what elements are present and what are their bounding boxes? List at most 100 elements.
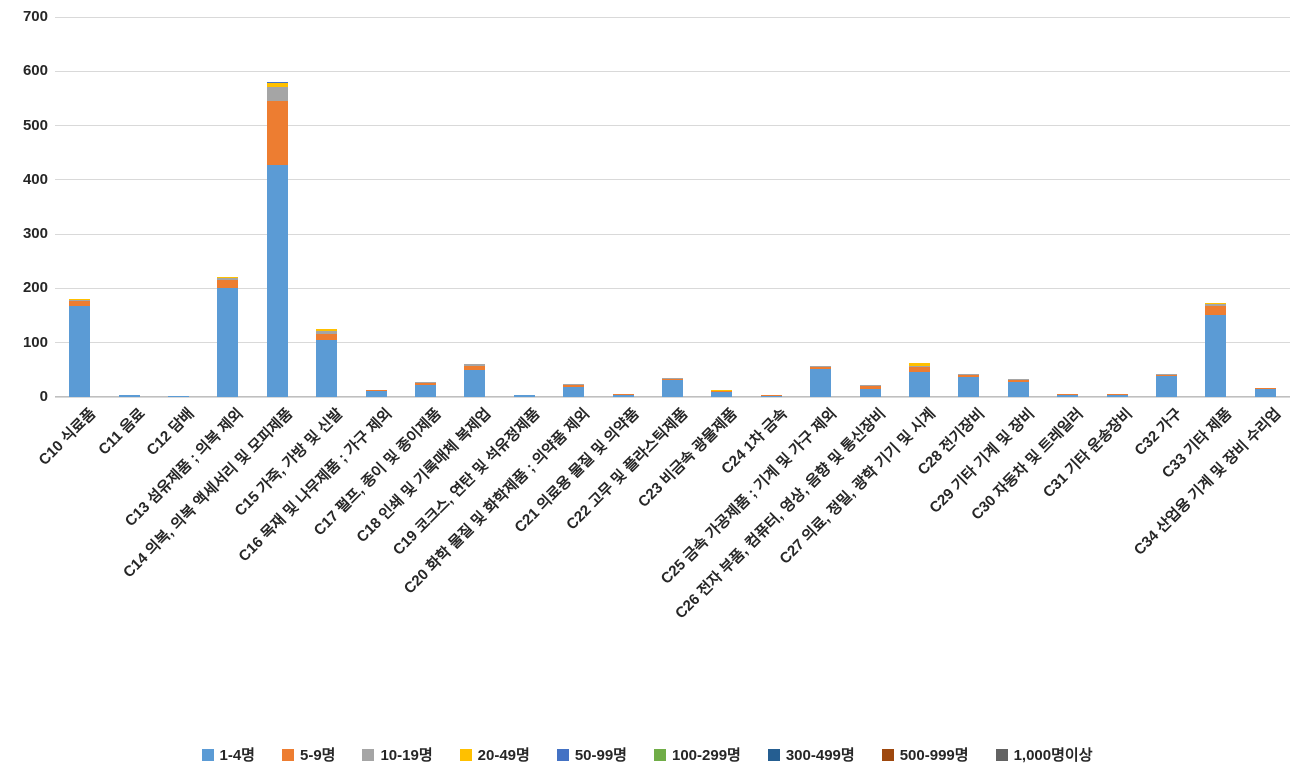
legend-item: 1,000명이상 (995, 744, 1093, 765)
bar-segment-5-9명 (612, 393, 634, 395)
bar-segment-10-19명 (662, 377, 683, 379)
bar-segment-1-4명 (563, 386, 585, 397)
gridline (55, 287, 1290, 289)
bar-segment-5-9명 (365, 389, 387, 391)
bar-segment-1-4명 (711, 392, 733, 397)
gridline (55, 179, 1290, 181)
legend-label: 500-999명 (899, 747, 969, 764)
legend-label: 50-99명 (574, 747, 627, 764)
bar-segment-10-19명 (316, 331, 338, 334)
y-axis-tick-label: 100 (22, 333, 48, 351)
bar-segment-1-4명 (266, 164, 288, 397)
legend-swatch-icon (201, 748, 214, 761)
bar-segment-1-4명 (118, 395, 140, 397)
legend-swatch-icon (653, 748, 666, 761)
gridline (55, 342, 1290, 344)
bar-segment-1-4명 (1106, 394, 1128, 397)
legend-item: 300-499명 (767, 744, 855, 765)
x-axis-tick-label: C10 식료품 (35, 405, 99, 469)
legend-swatch-icon (767, 748, 780, 761)
bar-segment-1-4명 (662, 380, 683, 397)
bar-segment-5-9명 (563, 384, 585, 387)
legend-swatch-icon (881, 748, 894, 761)
y-axis-tick-label: 500 (22, 116, 48, 134)
bar-segment-5-9명 (711, 391, 733, 393)
bar-segment-10-19명 (1156, 374, 1177, 376)
legend-swatch-icon (556, 748, 569, 761)
legend-swatch-icon (281, 748, 294, 761)
bar-segment-5-9명 (1057, 393, 1079, 395)
bar-segment-50-99명 (266, 81, 288, 83)
gridline (55, 233, 1290, 235)
y-axis-tick-label: 300 (22, 225, 48, 243)
bar-segment-5-9명 (415, 382, 436, 386)
legend-label: 10-19명 (380, 747, 433, 764)
bar-segment-1-4명 (168, 396, 189, 397)
bar-segment-10-19명 (69, 300, 91, 302)
legend-item: 1-4명 (201, 744, 255, 765)
x-axis-tick-label: C31 기타 운송장비 (1040, 405, 1137, 502)
bar-segment-5-9명 (69, 301, 91, 306)
bar-segment-1-4명 (760, 395, 782, 397)
bar-segment-20-49명 (266, 82, 288, 88)
legend: 1-4명 5-9명 10-19명 20-49명 50-99명 100-299명 300-49… (0, 744, 1294, 765)
bar-segment-10-19명 (1205, 303, 1227, 307)
bar-segment-10-19명 (217, 278, 239, 281)
bar-segment-1-4명 (909, 371, 930, 397)
gridline (55, 16, 1290, 18)
legend-item: 20-49명 (459, 744, 530, 765)
bar-segment-5-9명 (1156, 375, 1177, 377)
bar-segment-10-19명 (464, 363, 486, 366)
bar-segment-1-4명 (612, 394, 634, 397)
bar-segment-5-9명 (909, 367, 930, 372)
bar-segment-1-4명 (365, 390, 387, 397)
legend-label: 5-9명 (299, 747, 336, 764)
bar-segment-10-19명 (909, 365, 930, 368)
bar-segment-1-4명 (464, 369, 486, 397)
legend-label: 300-499명 (785, 747, 855, 764)
bar-segment-1-4명 (513, 395, 535, 397)
bar-segment-1-4명 (958, 376, 980, 397)
legend-swatch-icon (995, 748, 1008, 761)
bar-segment-5-9명 (958, 374, 980, 377)
y-axis-tick-label: 400 (22, 170, 48, 188)
bar-segment-1-4명 (1156, 376, 1177, 397)
bar-segment-1-4명 (1057, 394, 1079, 397)
bar-segment-20-49명 (217, 277, 239, 279)
y-axis-tick-label: 0 (39, 388, 48, 405)
bar-segment-5-9명 (760, 394, 782, 396)
plot-area (55, 16, 1290, 398)
x-axis-tick-label: C11 음료 (94, 405, 149, 459)
bar-segment-10-19명 (958, 373, 980, 375)
bar-segment-5-9명 (1106, 393, 1128, 395)
gridline (55, 396, 1290, 398)
bar-segment-1-4명 (810, 369, 832, 397)
bar-segment-10-19명 (1007, 379, 1029, 381)
bar-segment-20-49명 (909, 363, 930, 366)
bar-segment-20-49명 (1205, 302, 1227, 304)
bar-segment-5-9명 (316, 333, 338, 340)
legend-label: 1-4명 (219, 747, 255, 764)
bar-segment-1-4명 (859, 388, 881, 397)
legend-swatch-icon (459, 748, 472, 761)
bar-segment-10-19명 (859, 385, 881, 387)
bar-segment-5-9명 (662, 378, 683, 381)
bar-segment-1-4명 (415, 385, 436, 397)
bar-segment-20-49명 (711, 390, 733, 392)
legend-item: 50-99명 (556, 744, 627, 765)
bar-segment-5-9명 (810, 366, 832, 370)
legend-item: 500-999명 (881, 744, 969, 765)
y-axis-tick-label: 600 (22, 62, 48, 80)
bar-segment-5-9명 (1007, 380, 1029, 383)
legend-label: 100-299명 (671, 747, 741, 764)
legend-item: 5-9명 (281, 744, 336, 765)
bar-segment-5-9명 (266, 100, 288, 165)
bar-segment-20-49명 (69, 299, 91, 301)
bar-segment-1-4명 (1205, 314, 1227, 397)
legend-item: 100-299명 (653, 744, 741, 765)
bar-segment-1-4명 (217, 288, 239, 397)
x-axis: C10 식료품 C11 음료 C12 담배 C13 섬유제품 ; 의복 제외 C14 의… (35, 403, 1290, 693)
y-axis-tick-label: 200 (22, 279, 48, 297)
bar-segment-1-4명 (69, 305, 91, 397)
